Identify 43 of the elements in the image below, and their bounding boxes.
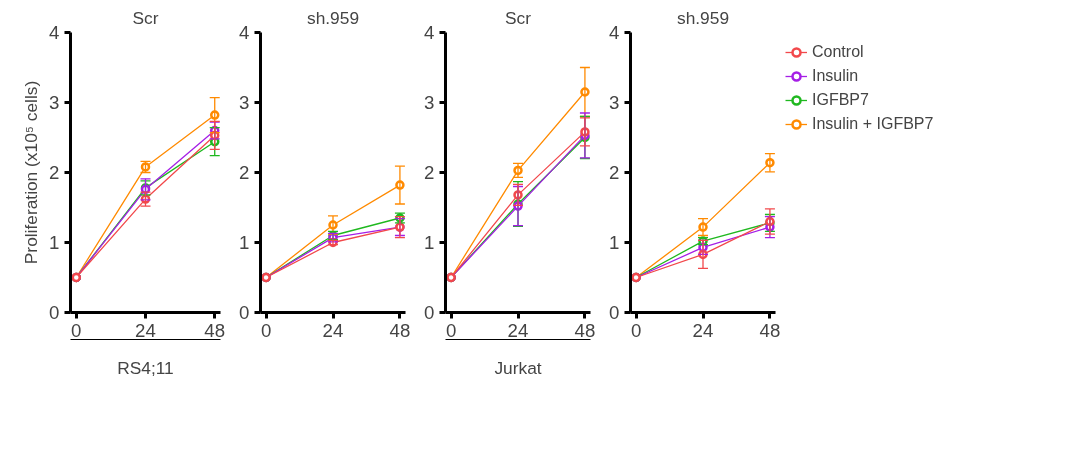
- y-tick-label: 2: [609, 162, 620, 183]
- legend-label: Control: [812, 43, 864, 61]
- x-tick-label: 0: [445, 319, 457, 341]
- x-tick-label: 48: [759, 319, 781, 341]
- x-tick-label: 0: [71, 319, 82, 341]
- chart-title: sh.959: [306, 7, 360, 28]
- y-tick-label: 1: [49, 232, 60, 253]
- y-tick-label: 2: [424, 162, 435, 183]
- y-tick-label: 3: [49, 92, 60, 113]
- y-tick-label: 3: [239, 92, 250, 113]
- y-tick-label: 0: [49, 302, 60, 323]
- legend-label: Insulin + IGFBP7: [812, 115, 934, 133]
- x-tick-label: 0: [260, 319, 272, 341]
- y-tick-label: 4: [49, 22, 60, 43]
- y-tick-label: 3: [609, 92, 620, 113]
- y-tick-label: 4: [609, 22, 620, 43]
- x-tick-label: 0: [630, 319, 642, 341]
- y-tick-label: 0: [609, 302, 620, 323]
- x-tick-label: 48: [389, 319, 411, 341]
- x-tick-label: 24: [692, 319, 714, 341]
- y-tick-label: 4: [424, 22, 435, 43]
- y-tick-label: 1: [239, 232, 250, 253]
- y-tick-label: 1: [609, 232, 620, 253]
- chart-title: Scr: [132, 7, 159, 28]
- y-tick-label: 2: [49, 162, 60, 183]
- legend-label: Insulin: [812, 67, 859, 85]
- y-tick-label: 0: [424, 302, 435, 323]
- x-tick-label: 24: [135, 319, 156, 341]
- y-tick-label: 0: [239, 302, 250, 323]
- y-tick-label: 1: [424, 232, 435, 253]
- text: RS4;11: [117, 357, 174, 378]
- text: Jurkat: [494, 357, 542, 378]
- legend-label: IGFBP7: [812, 91, 869, 109]
- chart-title: Scr: [505, 7, 532, 28]
- x-tick-label: 24: [507, 319, 529, 341]
- y-tick-label: 4: [239, 22, 250, 43]
- x-tick-label: 48: [574, 319, 596, 341]
- y-tick-label: 2: [239, 162, 250, 183]
- y-axis-title: Proliferation (x10⁵ cells): [21, 80, 42, 265]
- chart-title: sh.959: [676, 7, 730, 28]
- y-tick-label: 3: [424, 92, 435, 113]
- x-tick-label: 48: [204, 319, 226, 341]
- x-tick-label: 24: [322, 319, 344, 341]
